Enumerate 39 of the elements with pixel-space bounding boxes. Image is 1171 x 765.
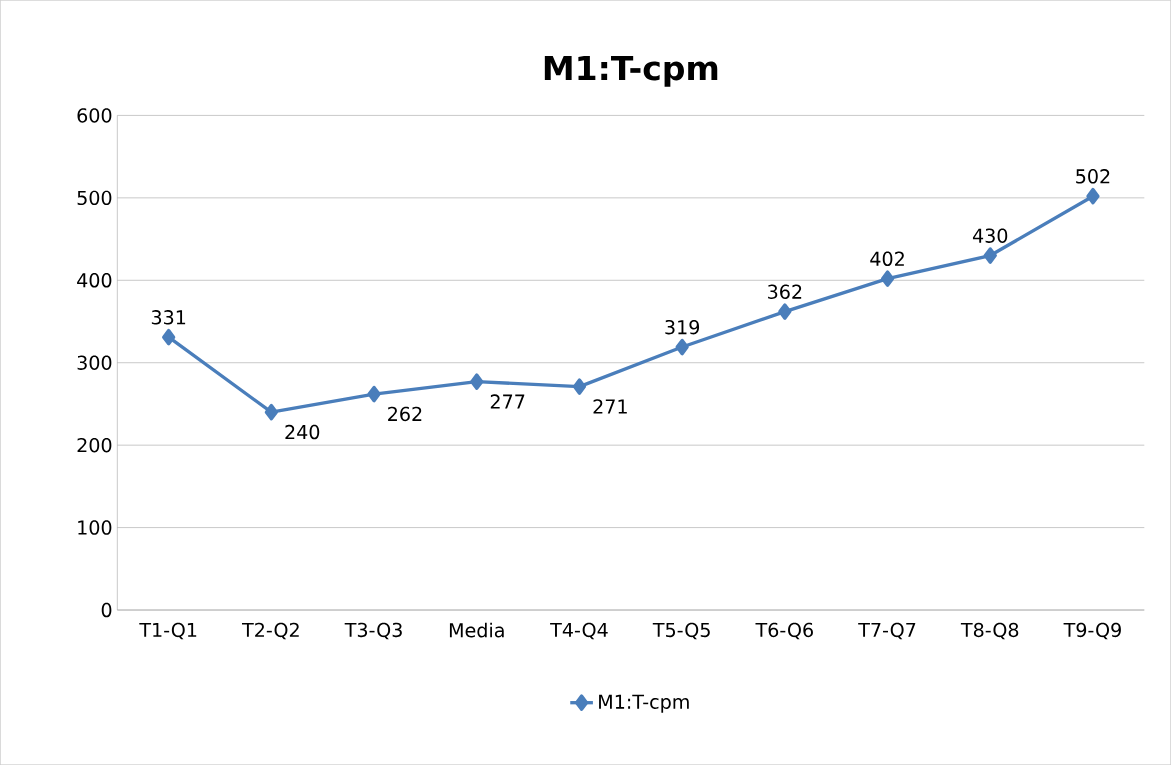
point — [264, 403, 278, 421]
data-label: 319 — [665, 319, 700, 335]
data-label: 277 — [490, 394, 525, 409]
point — [572, 378, 587, 395]
x-tick-label: T9-Q9 — [1063, 622, 1121, 640]
point — [675, 338, 689, 356]
chart-title: M1:T-cpm — [544, 55, 718, 87]
data-label: 271 — [593, 399, 627, 414]
y-tick-label: 500 — [77, 190, 112, 206]
point — [470, 373, 484, 390]
x-tick-label: T8-Q8 — [960, 622, 1019, 640]
data-label: 430 — [972, 228, 1008, 243]
point — [1086, 187, 1100, 205]
point — [880, 270, 895, 287]
y-tick-label: 600 — [77, 108, 112, 123]
point — [778, 303, 792, 320]
data-label: 331 — [151, 310, 186, 325]
x-tick-label: T5-Q5 — [652, 622, 710, 640]
y-tick-label: 300 — [77, 355, 112, 370]
data-label: 402 — [870, 251, 904, 266]
data-label: 240 — [285, 424, 320, 440]
y-tick-label: 200 — [77, 437, 112, 453]
x-tick-label: T3-Q3 — [344, 622, 402, 640]
x-tick-label: Media — [449, 622, 504, 638]
data-label: 362 — [768, 284, 802, 299]
y-tick-label: 0 — [101, 602, 112, 618]
x-tick-label: T7-Q7 — [858, 622, 916, 640]
x-tick-label: T6-Q6 — [755, 622, 813, 640]
point — [162, 328, 176, 346]
x-tick-label: T2-Q2 — [241, 622, 299, 640]
point — [367, 385, 381, 403]
x-tick-label: T1-Q1 — [139, 622, 197, 640]
point — [983, 247, 997, 264]
y-tick-label: 400 — [77, 273, 112, 288]
data-label: 262 — [388, 406, 422, 422]
legend-label: M1:T-cpm — [599, 694, 689, 713]
x-tick-label: T4-Q4 — [550, 622, 608, 640]
y-tick-label: 100 — [78, 520, 112, 535]
data-label: 502 — [1076, 169, 1110, 184]
